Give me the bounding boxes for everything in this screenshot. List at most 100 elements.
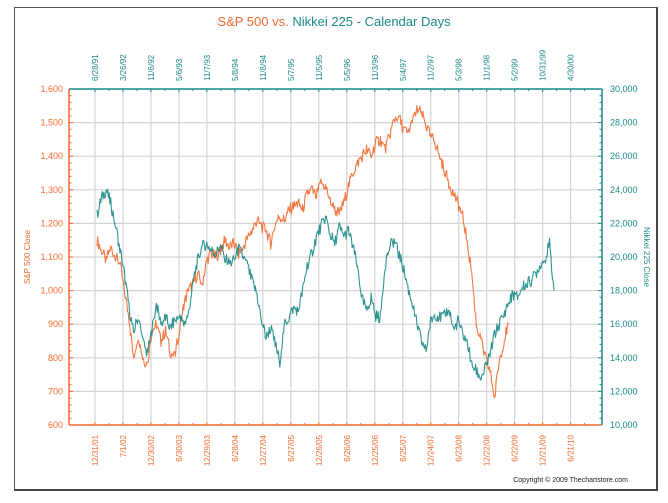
data-point-sp500 <box>457 202 459 204</box>
data-point-sp500 <box>407 132 409 134</box>
data-point-sp500 <box>188 290 189 291</box>
bottom-tick-label: 6/26/06 <box>343 434 352 461</box>
data-point-sp500 <box>361 155 363 157</box>
data-point-sp500 <box>174 357 176 359</box>
data-point-nikkei <box>498 323 500 325</box>
data-point-nikkei <box>489 354 491 355</box>
data-point-nikkei <box>480 377 482 379</box>
data-point-nikkei <box>457 320 459 322</box>
top-tick-label: 5/3/98 <box>455 58 464 81</box>
series-group <box>96 105 555 399</box>
right-tick-label: 16,000 <box>610 319 638 329</box>
data-point-sp500 <box>270 243 272 245</box>
data-point-nikkei <box>338 226 340 228</box>
data-point-nikkei <box>242 256 244 258</box>
data-point-nikkei <box>156 303 157 305</box>
data-point-nikkei <box>220 246 221 248</box>
data-point-nikkei <box>329 233 331 234</box>
top-tick-label: 5/7/95 <box>287 58 296 81</box>
data-point-nikkei <box>448 307 450 308</box>
data-point-sp500 <box>375 142 377 144</box>
data-point-nikkei <box>142 340 144 342</box>
data-point-nikkei <box>471 364 473 365</box>
left-tick-label: 1,600 <box>40 84 63 94</box>
right-tick-label: 12,000 <box>610 386 638 396</box>
data-point-nikkei <box>160 323 162 325</box>
left-tick-label: 1,000 <box>40 286 63 296</box>
data-point-nikkei <box>215 253 217 255</box>
left-tick-label: 900 <box>48 319 63 329</box>
bottom-tick-label: 12/27/04 <box>259 434 268 466</box>
data-point-nikkei <box>210 249 212 251</box>
data-point-nikkei <box>146 354 148 355</box>
series-line-sp500 <box>96 105 509 398</box>
data-point-nikkei <box>434 313 436 315</box>
series-line-nikkei <box>96 188 555 381</box>
bottom-tick-label: 6/30/03 <box>175 434 184 461</box>
data-point-nikkei <box>270 327 272 328</box>
data-point-sp500 <box>329 199 331 201</box>
left-axis-title: S&P 500 Close <box>23 229 32 284</box>
top-tick-label: 5/8/94 <box>231 58 240 81</box>
data-point-nikkei <box>288 317 290 318</box>
chart-title: S&P 500 vs. Nikkei 225 - Calendar Days <box>217 14 451 29</box>
data-point-sp500 <box>439 155 441 157</box>
data-point-nikkei <box>137 315 139 317</box>
chart-title-sp500-part: S&P 500 vs. <box>217 14 292 29</box>
data-point-nikkei <box>265 337 267 338</box>
data-point-nikkei <box>430 320 431 322</box>
top-tick-label: 10/31/99 <box>539 49 548 81</box>
data-point-nikkei <box>316 236 317 238</box>
data-point-sp500 <box>247 236 249 238</box>
data-point-nikkei <box>521 286 523 288</box>
data-point-sp500 <box>325 186 326 187</box>
right-tick-label: 20,000 <box>610 252 638 262</box>
data-point-nikkei <box>151 330 153 332</box>
data-point-sp500 <box>146 364 148 365</box>
data-point-nikkei <box>366 310 367 312</box>
data-point-sp500 <box>183 303 185 305</box>
data-point-nikkei <box>133 332 135 333</box>
data-point-nikkei <box>416 323 418 325</box>
data-point-sp500 <box>384 149 386 150</box>
tick-labels: 600 10,000 700 12,000 800 14,000 900 16,000 1,00… <box>40 49 637 466</box>
data-point-nikkei <box>101 197 102 199</box>
data-point-sp500 <box>352 172 354 174</box>
data-point-sp500 <box>311 189 313 191</box>
left-tick-label: 1,400 <box>40 151 63 161</box>
data-point-sp500 <box>494 397 495 399</box>
data-point-sp500 <box>357 162 358 164</box>
data-point-nikkei <box>485 367 486 369</box>
left-tick-label: 1,500 <box>40 118 63 128</box>
data-point-sp500 <box>475 323 477 325</box>
bottom-tick-label: 6/27/05 <box>287 434 296 461</box>
data-point-sp500 <box>398 115 399 117</box>
top-tick-label: 11/2/97 <box>427 54 436 81</box>
data-point-nikkei <box>297 310 299 312</box>
data-point-nikkei <box>411 303 413 305</box>
data-point-nikkei <box>165 317 167 318</box>
data-point-nikkei <box>512 293 514 295</box>
data-point-nikkei <box>443 315 445 317</box>
data-point-sp500 <box>453 192 454 194</box>
data-point-sp500 <box>297 202 299 204</box>
data-point-nikkei <box>110 202 112 204</box>
data-point-nikkei <box>247 266 249 268</box>
data-point-sp500 <box>224 239 226 241</box>
right-tick-label: 14,000 <box>610 353 638 363</box>
data-point-sp500 <box>293 206 294 208</box>
data-point-nikkei <box>517 296 518 298</box>
data-point-nikkei <box>274 344 276 345</box>
data-point-nikkei <box>357 266 358 268</box>
data-point-nikkei <box>311 253 313 255</box>
data-point-nikkei <box>462 333 463 335</box>
left-tick-label: 600 <box>48 420 63 430</box>
data-point-nikkei <box>421 340 422 342</box>
data-point-nikkei <box>105 189 107 191</box>
grid <box>69 89 602 425</box>
data-point-sp500 <box>279 216 281 218</box>
data-point-sp500 <box>105 260 107 261</box>
chart-title-nikkei-part: Nikkei 225 - Calendar Days <box>292 14 451 29</box>
data-point-nikkei <box>96 214 98 216</box>
